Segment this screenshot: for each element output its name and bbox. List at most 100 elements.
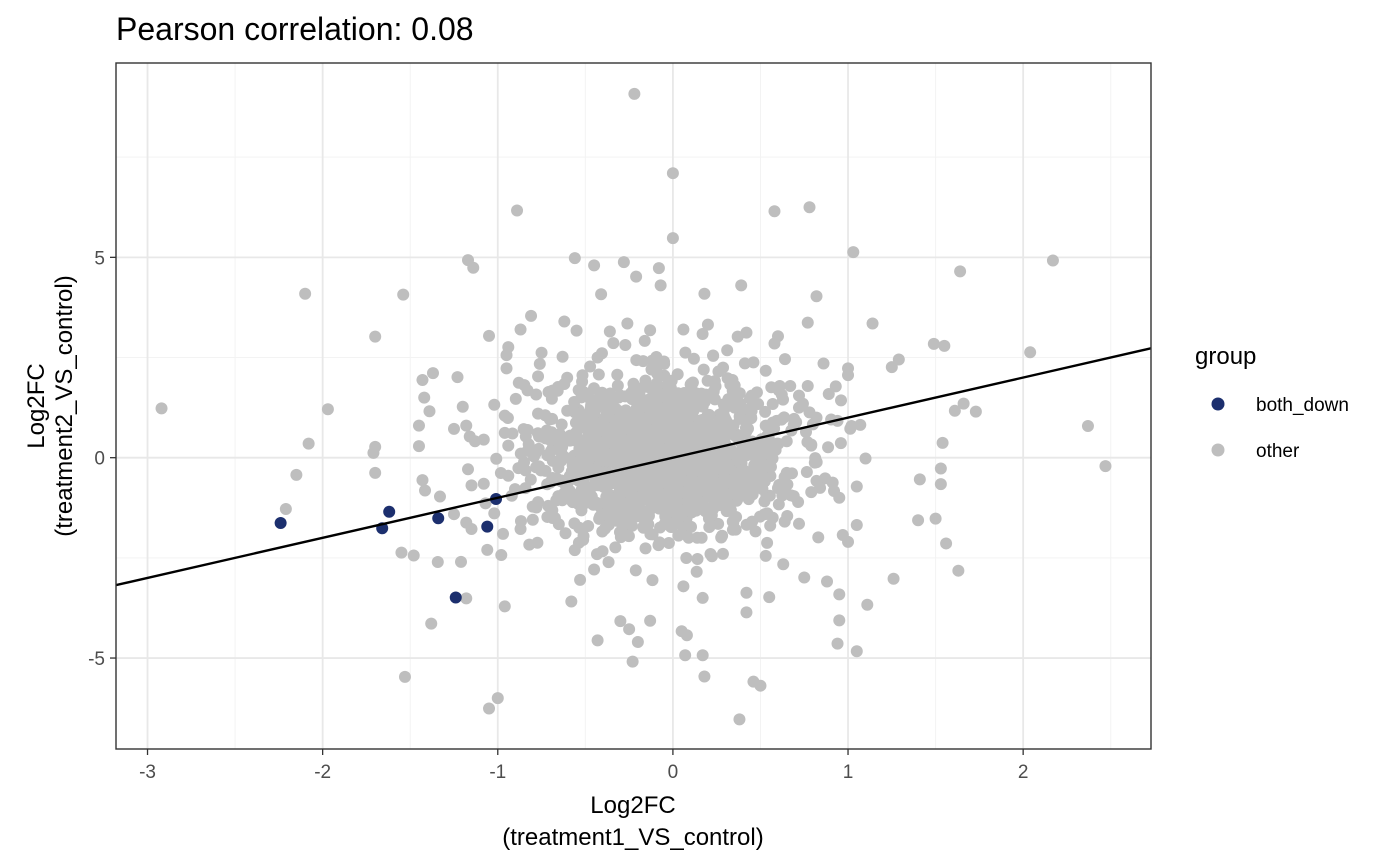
- point-other: [695, 531, 708, 544]
- point-other: [621, 434, 634, 447]
- regression-line-layer: [116, 347, 1151, 587]
- point-other: [717, 490, 730, 503]
- point-other: [594, 437, 607, 450]
- point-other: [784, 379, 797, 392]
- point-other: [710, 418, 723, 431]
- point-other: [637, 355, 650, 368]
- point-other: [1024, 346, 1037, 359]
- point-other: [805, 486, 818, 499]
- point-other: [733, 713, 746, 726]
- point-other: [699, 463, 712, 476]
- point-other: [622, 530, 635, 543]
- point-other: [412, 419, 425, 432]
- point-other: [613, 405, 626, 418]
- point-other: [777, 558, 790, 571]
- x-tick-label: 1: [843, 762, 854, 783]
- point-other: [740, 606, 753, 619]
- point-other: [483, 702, 496, 715]
- point-other: [646, 574, 659, 587]
- point-other: [696, 649, 709, 662]
- point-other: [660, 426, 673, 439]
- point-other: [934, 478, 947, 491]
- point-other: [660, 406, 673, 419]
- point-other: [640, 439, 653, 452]
- point-other: [629, 564, 642, 577]
- point-other: [488, 398, 501, 411]
- chart-title: Pearson correlation: 0.08: [116, 11, 474, 47]
- point-other: [744, 402, 757, 415]
- point-other: [792, 517, 805, 530]
- point-other: [447, 422, 460, 435]
- point-other: [451, 371, 464, 384]
- point-other: [704, 547, 717, 560]
- point-other: [777, 393, 790, 406]
- point-other: [426, 367, 439, 380]
- point-other: [735, 279, 748, 292]
- point-other: [630, 270, 643, 283]
- point-other: [701, 374, 714, 387]
- x-axis: -3 -2 -1 0 1 2: [139, 749, 1028, 783]
- point-other: [805, 438, 818, 451]
- point-other: [798, 571, 811, 584]
- point-other: [679, 346, 692, 359]
- point-other: [483, 329, 496, 342]
- point-other: [703, 521, 716, 534]
- point-both-down: [481, 520, 494, 533]
- point-other: [619, 390, 632, 403]
- point-other: [717, 361, 730, 374]
- point-other: [831, 637, 844, 650]
- point-other: [592, 368, 605, 381]
- point-other: [467, 261, 480, 274]
- point-other: [611, 368, 624, 381]
- point-other: [833, 491, 846, 504]
- point-other: [651, 407, 664, 420]
- point-other: [668, 419, 681, 432]
- point-other: [732, 452, 745, 465]
- point-other: [861, 598, 874, 611]
- point-other: [591, 634, 604, 647]
- point-other: [754, 679, 767, 692]
- point-other: [1081, 420, 1094, 433]
- point-other: [773, 379, 786, 392]
- point-other: [299, 287, 312, 300]
- point-other: [689, 464, 702, 477]
- point-other: [543, 433, 556, 446]
- point-other: [512, 462, 525, 475]
- point-other: [521, 384, 534, 397]
- point-other: [948, 404, 961, 417]
- point-other: [792, 389, 805, 402]
- point-both-down: [383, 505, 396, 518]
- point-other: [631, 636, 644, 649]
- point-other: [728, 478, 741, 491]
- point-other: [556, 350, 569, 363]
- point-other: [302, 437, 315, 450]
- point-other: [644, 324, 657, 337]
- point-other: [671, 489, 684, 502]
- point-other: [603, 325, 616, 338]
- point-other: [957, 397, 970, 410]
- x-axis-title-line2: (treatment1_VS_control): [502, 824, 763, 851]
- point-other: [677, 580, 690, 593]
- point-other: [610, 455, 623, 468]
- point-other: [525, 309, 538, 322]
- point-other: [810, 411, 823, 424]
- point-other: [1046, 254, 1059, 267]
- point-other: [829, 380, 842, 393]
- point-other: [546, 504, 559, 517]
- point-other: [623, 516, 636, 529]
- point-other: [801, 379, 814, 392]
- point-other: [680, 629, 693, 642]
- point-other: [822, 441, 835, 454]
- point-other: [558, 377, 571, 390]
- point-other: [533, 460, 546, 473]
- point-other: [512, 376, 525, 389]
- point-other: [766, 397, 779, 410]
- point-other: [541, 449, 554, 462]
- point-other: [684, 378, 697, 391]
- point-other: [671, 515, 684, 528]
- point-other: [766, 511, 779, 524]
- point-other: [578, 460, 591, 473]
- point-other: [523, 538, 536, 551]
- point-other: [502, 469, 515, 482]
- grid: [116, 63, 1151, 749]
